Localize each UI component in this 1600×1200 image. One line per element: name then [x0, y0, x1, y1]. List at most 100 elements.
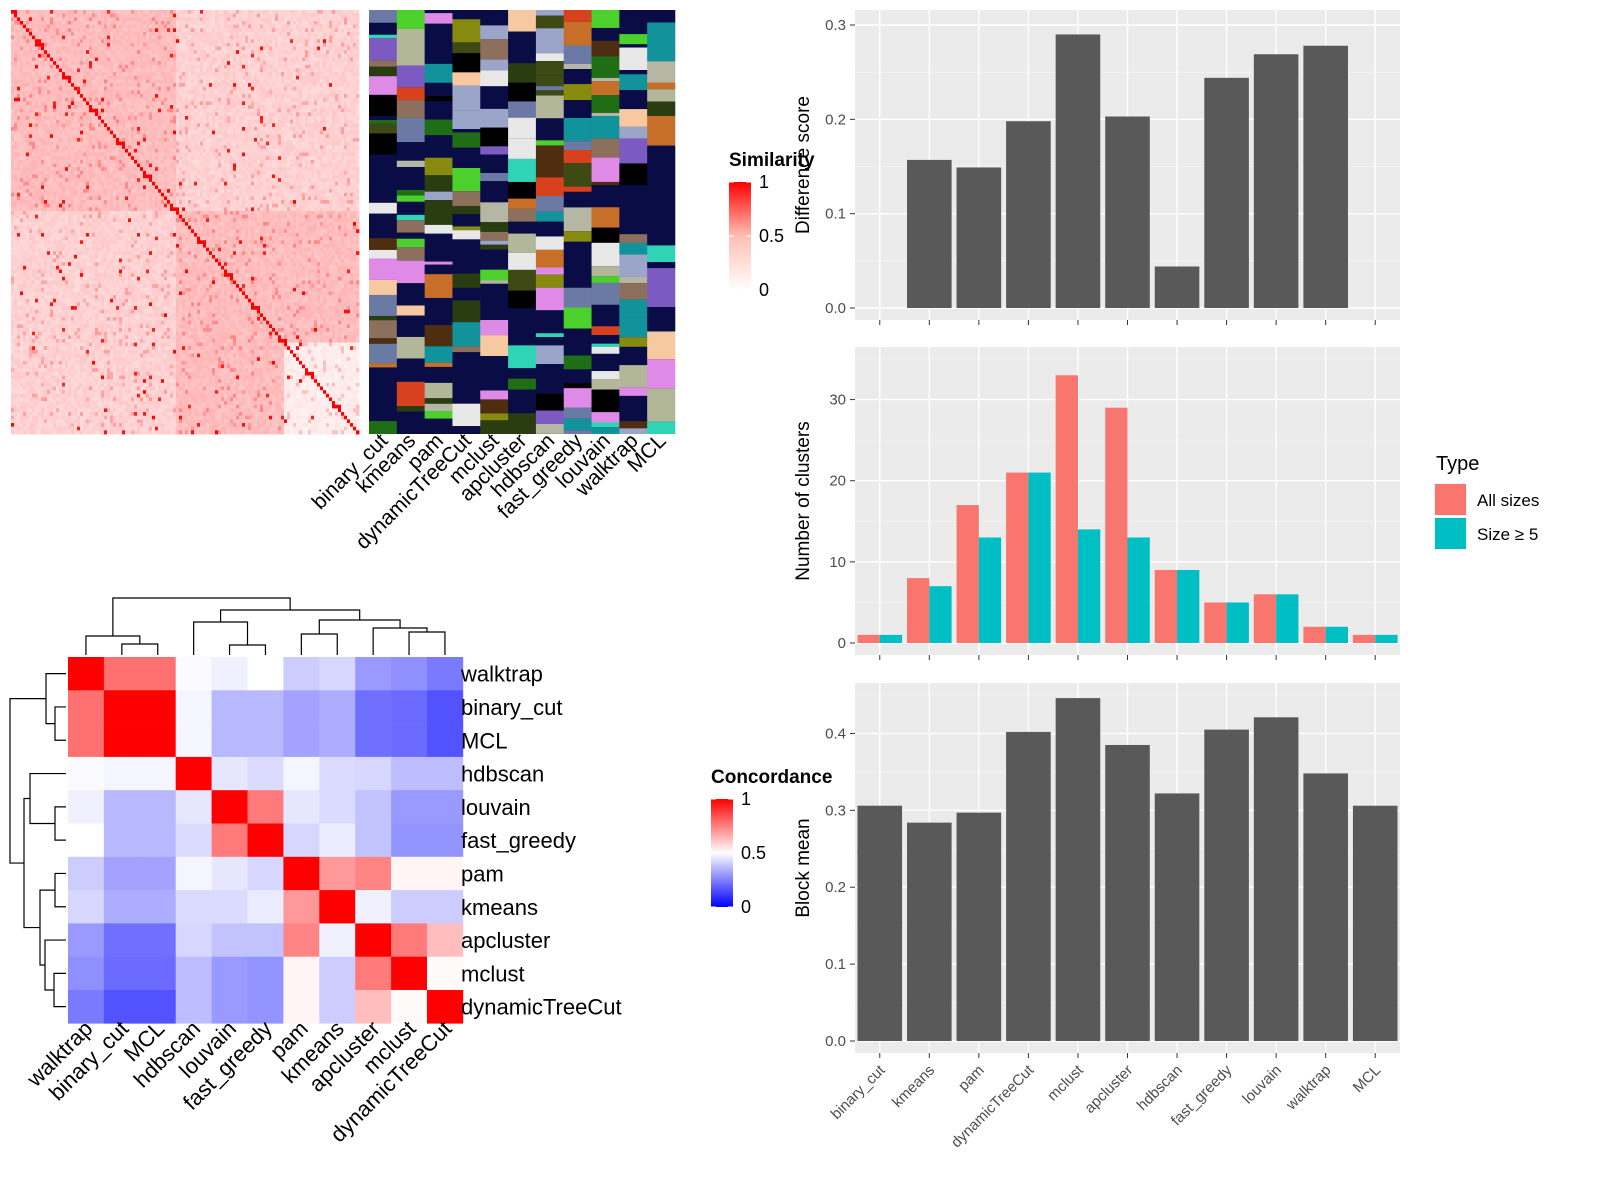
similarity-cell [14, 97, 18, 102]
similarity-cell [317, 10, 321, 15]
similarity-cell [29, 79, 33, 84]
similarity-cell [161, 28, 165, 33]
similarity-cell [122, 101, 126, 106]
similarity-cell [125, 28, 129, 33]
similarity-cell [86, 35, 90, 40]
similarity-cell [293, 10, 297, 15]
similarity-cell [29, 112, 33, 117]
similarity-cell [326, 64, 330, 69]
similarity-cell [290, 163, 294, 168]
similarity-cell [20, 156, 24, 161]
similarity-cell [335, 13, 339, 18]
similarity-cell [41, 119, 45, 124]
similarity-cell [161, 108, 165, 113]
similarity-cell [77, 20, 81, 26]
similarity-cell [350, 31, 354, 36]
similarity-cell [188, 116, 192, 121]
similarity-cell [287, 57, 291, 62]
similarity-cell [107, 20, 111, 26]
similarity-cell [152, 31, 156, 36]
similarity-cell [296, 116, 300, 121]
similarity-cell [167, 90, 171, 95]
similarity-cell [230, 130, 234, 135]
similarity-cell [50, 68, 54, 73]
similarity-cell [203, 17, 207, 22]
similarity-cell [290, 126, 294, 132]
similarity-cell [131, 53, 135, 58]
similarity-cell [278, 10, 282, 15]
similarity-cell [239, 90, 243, 95]
similarity-cell [347, 141, 351, 146]
similarity-cell [239, 145, 243, 150]
similarity-cell [182, 53, 186, 58]
similarity-cell [74, 112, 78, 117]
similarity-cell [230, 20, 234, 26]
similarity-cell [242, 35, 246, 40]
similarity-cell [149, 86, 153, 91]
similarity-cell [239, 130, 243, 135]
similarity-cell [29, 64, 33, 69]
similarity-cell [140, 159, 144, 164]
similarity-cell [101, 24, 105, 29]
similarity-cell [77, 35, 81, 40]
similarity-cell [251, 148, 255, 153]
similarity-cell [44, 31, 48, 36]
similarity-cell [347, 130, 351, 135]
similarity-cell [287, 50, 291, 55]
similarity-cell [266, 141, 270, 146]
similarity-cell [116, 57, 120, 62]
similarity-cell [293, 39, 297, 44]
similarity-cell [107, 35, 111, 40]
similarity-cell [68, 130, 72, 135]
similarity-cell [173, 130, 177, 135]
similarity-cell [89, 46, 93, 51]
similarity-cell [101, 68, 105, 73]
similarity-cell [335, 72, 339, 77]
similarity-cell [173, 35, 177, 40]
similarity-cell [344, 134, 348, 139]
similarity-cell [152, 57, 156, 62]
similarity-cell [95, 35, 99, 40]
similarity-cell [278, 79, 282, 84]
similarity-cell [170, 130, 174, 135]
similarity-cell [344, 64, 348, 69]
similarity-cell [215, 46, 219, 51]
similarity-cell [314, 119, 318, 124]
similarity-cell [212, 46, 216, 51]
similarity-cell [203, 134, 207, 139]
similarity-cell [335, 90, 339, 95]
similarity-cell [167, 50, 171, 55]
similarity-cell [86, 72, 90, 77]
similarity-cell [227, 79, 231, 84]
similarity-cell [221, 119, 225, 124]
similarity-cell [104, 86, 108, 91]
similarity-cell [224, 123, 228, 128]
similarity-cell [41, 159, 45, 164]
similarity-cell [89, 134, 93, 139]
similarity-cell [329, 141, 333, 146]
similarity-cell [167, 28, 171, 33]
similarity-cell [53, 53, 57, 58]
similarity-cell [74, 31, 78, 36]
similarity-cell [137, 123, 141, 128]
similarity-cell [281, 57, 285, 62]
similarity-cell [14, 152, 18, 157]
similarity-cell [56, 159, 60, 164]
similarity-cell [77, 57, 81, 62]
similarity-cell [26, 123, 30, 128]
similarity-cell [50, 24, 54, 29]
similarity-cell [251, 123, 255, 128]
similarity-cell [182, 68, 186, 73]
similarity-cell [329, 112, 333, 117]
similarity-cell [269, 72, 273, 77]
similarity-cell [218, 24, 222, 29]
similarity-cell [152, 79, 156, 84]
similarity-cell [170, 75, 174, 80]
similarity-cell [110, 72, 114, 77]
similarity-cell [47, 35, 51, 40]
similarity-cell [326, 31, 330, 36]
similarity-cell [161, 17, 165, 22]
similarity-cell [170, 68, 174, 73]
similarity-cell [32, 105, 36, 110]
similarity-cell [314, 145, 318, 150]
